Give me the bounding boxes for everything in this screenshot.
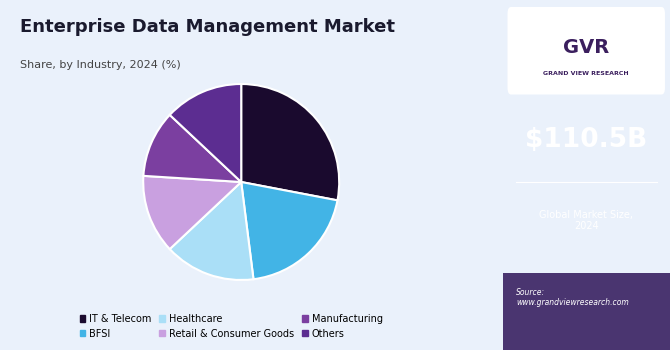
Text: Source:
www.grandviewresearch.com: Source: www.grandviewresearch.com (516, 288, 628, 307)
Text: Share, by Industry, 2024 (%): Share, by Industry, 2024 (%) (20, 60, 181, 70)
Legend: IT & Telecom, BFSI, Healthcare, Retail & Consumer Goods, Manufacturing, Others: IT & Telecom, BFSI, Healthcare, Retail &… (76, 311, 386, 342)
FancyBboxPatch shape (502, 273, 670, 350)
Wedge shape (241, 182, 338, 279)
Wedge shape (170, 84, 241, 182)
Text: GVR: GVR (563, 38, 610, 57)
Wedge shape (241, 84, 339, 200)
Wedge shape (143, 115, 241, 182)
FancyBboxPatch shape (508, 7, 665, 94)
Text: Enterprise Data Management Market: Enterprise Data Management Market (20, 18, 395, 35)
Wedge shape (170, 182, 253, 280)
Text: $110.5B: $110.5B (525, 127, 647, 153)
Wedge shape (143, 176, 241, 249)
Text: Global Market Size,
2024: Global Market Size, 2024 (539, 210, 633, 231)
Text: GRAND VIEW RESEARCH: GRAND VIEW RESEARCH (543, 71, 629, 76)
